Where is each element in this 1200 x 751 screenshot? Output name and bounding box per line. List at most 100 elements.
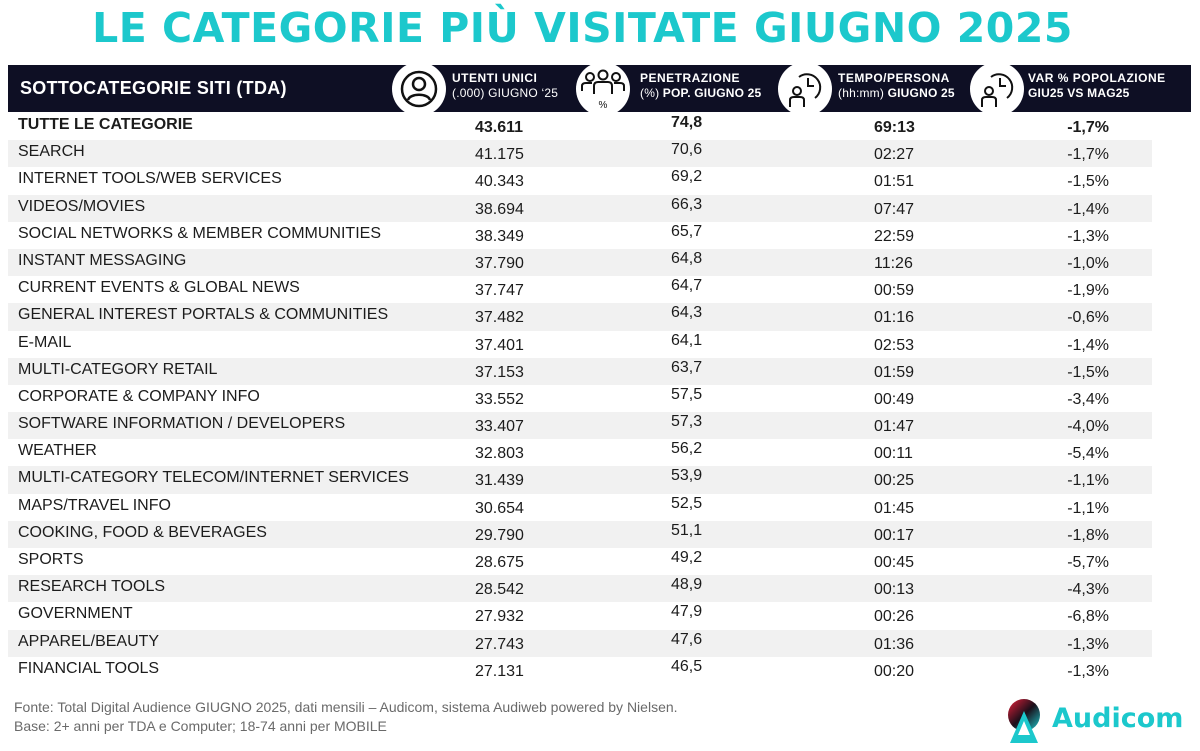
category-name: MULTI-CATEGORY TELECOM/INTERNET SERVICES xyxy=(18,469,409,487)
header-category-label: SOTTOCATEGORIE SITI (TDA) xyxy=(20,78,287,98)
table-row: SEARCH 41.175 70,6 02:27 -1,7% xyxy=(8,140,1152,168)
percent-glyph: % xyxy=(599,100,608,111)
table-body: TUTTE LE CATEGORIE 43.611 74,8 69:13 -1,7% SE… xyxy=(8,113,1152,684)
population-variation: -1,0% xyxy=(1067,254,1109,272)
time-per-person: 69:13 xyxy=(874,119,915,136)
header-col-penetration-line1: PENETRAZIONE xyxy=(640,71,741,85)
table-row: APPAREL/BEAUTY 27.743 47,6 01:36 -1,3% xyxy=(8,629,1152,657)
category-name: RESEARCH TOOLS xyxy=(18,578,166,596)
penetration: 64,8 xyxy=(671,249,703,267)
penetration: 47,6 xyxy=(671,630,703,648)
time-per-person: 00:25 xyxy=(874,472,915,490)
user-clock-icon xyxy=(970,62,1024,116)
population-variation: -1,3% xyxy=(1067,635,1109,653)
category-name: E-MAIL xyxy=(18,333,72,351)
unique-users: 37.747 xyxy=(475,282,524,300)
population-variation: -1,7% xyxy=(1067,146,1109,164)
unique-users: 29.790 xyxy=(475,526,524,544)
table-row-total: TUTTE LE CATEGORIE 43.611 74,8 69:13 -1,7% xyxy=(8,113,1152,140)
category-name: CORPORATE & COMPANY INFO xyxy=(18,387,260,405)
population-variation: -4,3% xyxy=(1067,581,1109,599)
penetration: 52,5 xyxy=(671,494,703,512)
unique-users: 38.694 xyxy=(475,200,524,218)
group-percent-icon: % xyxy=(576,62,630,116)
penetration: 51,1 xyxy=(671,521,703,539)
penetration: 64,1 xyxy=(671,331,703,349)
unique-users: 28.542 xyxy=(475,581,524,599)
population-variation: -0,6% xyxy=(1067,309,1109,327)
time-per-person: 01:36 xyxy=(874,635,915,653)
category-name: MULTI-CATEGORY RETAIL xyxy=(18,360,218,378)
population-variation: -1,1% xyxy=(1067,499,1109,517)
penetration: 64,3 xyxy=(671,304,703,322)
unique-users: 28.675 xyxy=(475,554,524,571)
penetration: 74,8 xyxy=(671,114,703,131)
time-per-person: 01:59 xyxy=(874,363,915,381)
unique-users: 38.349 xyxy=(475,227,524,245)
penetration: 56,2 xyxy=(671,440,703,458)
unique-users: 33.552 xyxy=(475,390,524,408)
unique-users: 31.439 xyxy=(475,472,524,490)
penetration: 47,9 xyxy=(671,603,703,621)
table-row: MULTI-CATEGORY RETAIL 37.153 63,7 01:59 -1,5… xyxy=(8,357,1152,385)
table-row: FINANCIAL TOOLS 27.131 46,5 00:20 -1,3% xyxy=(8,657,1152,684)
unique-users: 43.611 xyxy=(475,119,524,136)
footer-note: Fonte: Total Digital Audience GIUGNO 202… xyxy=(14,698,678,736)
category-name: GOVERNMENT xyxy=(18,605,133,623)
penetration: 46,5 xyxy=(671,657,703,675)
time-per-person: 02:27 xyxy=(874,146,915,164)
penetration: 57,5 xyxy=(671,385,703,403)
table-row: CORPORATE & COMPANY INFO 33.552 57,5 00:49 -… xyxy=(8,385,1152,412)
category-name: GENERAL INTEREST PORTALS & COMMUNITIES xyxy=(18,306,389,324)
unique-users: 40.343 xyxy=(475,173,524,191)
population-variation: -3,4% xyxy=(1067,390,1109,408)
time-per-person: 02:53 xyxy=(874,336,915,354)
table-row: INSTANT MESSAGING 37.790 64,8 11:26 -1,0% xyxy=(8,248,1152,277)
unique-users: 37.153 xyxy=(475,363,524,381)
table-row: RESEARCH TOOLS 28.542 48,9 00:13 -4,3% xyxy=(8,575,1152,603)
time-per-person: 01:51 xyxy=(874,173,915,191)
table-row: INTERNET TOOLS/WEB SERVICES 40.343 69,2 01:… xyxy=(8,167,1152,194)
time-per-person: 11:26 xyxy=(874,254,913,272)
header-col-time-line1: TEMPO/PERSONA xyxy=(838,71,950,85)
header-col-time-line2a: (hh:mm) xyxy=(838,86,888,100)
footer-source: Fonte: Total Digital Audience GIUGNO 202… xyxy=(14,699,678,715)
penetration: 48,9 xyxy=(671,576,703,594)
population-variation: -1,3% xyxy=(1067,662,1109,680)
category-name: INTERNET TOOLS/WEB SERVICES xyxy=(18,170,282,188)
population-variation: -1,4% xyxy=(1067,336,1109,354)
penetration: 49,2 xyxy=(671,549,703,566)
user-icon xyxy=(392,62,446,116)
penetration: 65,7 xyxy=(671,222,703,240)
unique-users: 27.743 xyxy=(475,635,524,653)
time-per-person: 00:59 xyxy=(874,282,915,300)
time-per-person: 01:16 xyxy=(874,309,915,327)
table-row: MAPS/TRAVEL INFO 30.654 52,5 01:45 -1,1% xyxy=(8,494,1152,521)
unique-users: 27.932 xyxy=(475,608,524,626)
time-per-person: 00:45 xyxy=(874,554,915,571)
unique-users: 30.654 xyxy=(475,499,524,517)
category-name: MAPS/TRAVEL INFO xyxy=(18,496,171,514)
category-name: WEATHER xyxy=(18,442,97,460)
unique-users: 27.131 xyxy=(475,662,524,680)
time-per-person: 00:26 xyxy=(874,608,915,626)
unique-users: 32.803 xyxy=(475,445,524,463)
population-variation: -1,8% xyxy=(1067,526,1109,544)
table-row: CURRENT EVENTS & GLOBAL NEWS 37.747 64,7 00… xyxy=(8,276,1152,303)
population-variation: -5,7% xyxy=(1067,554,1109,571)
population-variation: -1,5% xyxy=(1067,363,1109,381)
header-col-penetration-line2b: POP. GIUGNO 25 xyxy=(662,86,762,100)
penetration: 66,3 xyxy=(671,195,703,213)
time-per-person: 00:11 xyxy=(874,445,913,463)
audicom-logo-text: Audicom xyxy=(1052,703,1184,734)
table-row: GOVERNMENT 27.932 47,9 00:26 -6,8% xyxy=(8,602,1152,629)
population-variation: -1,7% xyxy=(1067,119,1109,136)
category-name: FINANCIAL TOOLS xyxy=(18,659,160,677)
penetration: 64,7 xyxy=(671,277,703,295)
category-name: CURRENT EVENTS & GLOBAL NEWS xyxy=(18,279,300,297)
population-variation: -5,4% xyxy=(1067,445,1109,463)
page-title: LE CATEGORIE PIÙ VISITATE GIUGNO 2025 xyxy=(92,4,1073,52)
unique-users: 33.407 xyxy=(475,418,524,436)
category-name: SPORTS xyxy=(18,551,84,568)
category-name: TUTTE LE CATEGORIE xyxy=(18,116,193,133)
